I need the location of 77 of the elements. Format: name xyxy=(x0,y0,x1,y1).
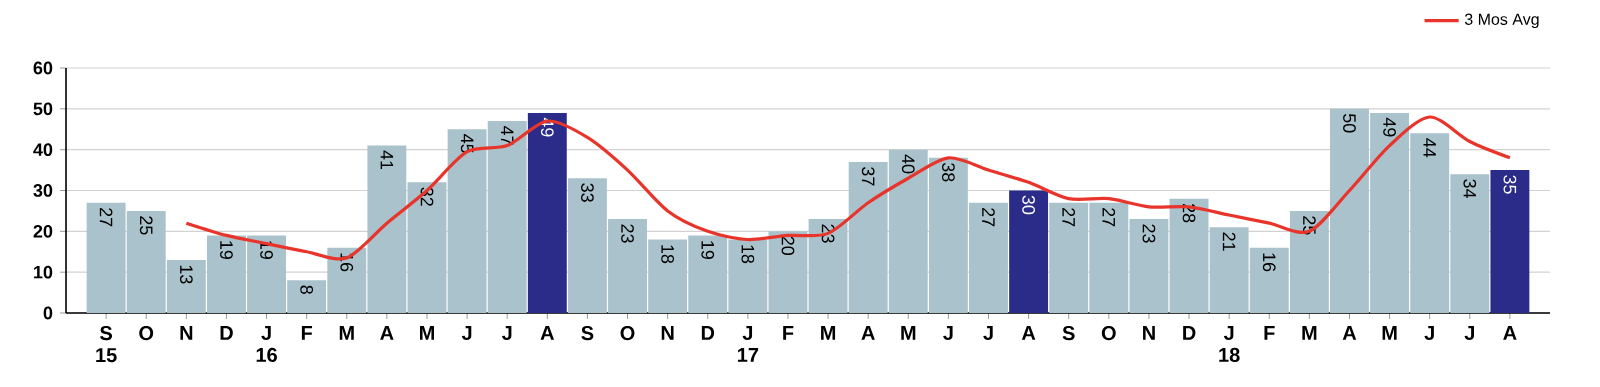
data-label: 35 xyxy=(1503,175,1517,194)
x-tick-label: A xyxy=(540,326,555,340)
data-label: 41 xyxy=(380,150,394,170)
x-tick-label: M xyxy=(1382,326,1397,340)
x-tick-label: O xyxy=(620,326,635,341)
y-tick-label: 20 xyxy=(33,224,53,238)
data-label: 13 xyxy=(179,265,193,284)
data-label: 16 xyxy=(1262,253,1276,272)
bar xyxy=(1169,198,1209,313)
x-tick-label: J xyxy=(1464,326,1474,341)
x-tick-label: S xyxy=(581,326,594,341)
data-label: 23 xyxy=(1142,224,1156,243)
x-tick-label: M xyxy=(901,326,916,340)
data-label: 19 xyxy=(220,241,233,259)
data-label: 25 xyxy=(139,216,153,235)
x-tick-label: D xyxy=(1183,326,1196,340)
x-tick-label: M xyxy=(821,326,836,340)
bar xyxy=(527,112,567,313)
x-tick-label: A xyxy=(861,326,875,340)
data-label: 27 xyxy=(982,208,995,227)
x-tick-label: N xyxy=(1143,326,1155,340)
y-tick-label: 30 xyxy=(33,184,53,197)
x-tick-label: N xyxy=(180,326,193,340)
data-label: 30 xyxy=(1022,195,1035,215)
x-tick-label: A xyxy=(1503,326,1517,340)
data-label: 49 xyxy=(1383,117,1396,137)
x-tick-label: D xyxy=(220,326,233,340)
x-tick-label: A xyxy=(1342,326,1357,340)
data-label: 34 xyxy=(1463,179,1477,199)
data-label: 33 xyxy=(581,183,594,202)
x-tick-label: J xyxy=(461,326,472,341)
x-tick-label: S xyxy=(1062,326,1075,341)
data-label: 8 xyxy=(300,285,314,294)
y-tick-label: 50 xyxy=(33,102,53,116)
x-tick-label: J 17 xyxy=(737,326,759,362)
x-tick-label: J 18 xyxy=(1219,326,1240,363)
y-tick-label: 60 xyxy=(33,61,53,75)
x-tick-label: A xyxy=(380,326,394,340)
data-label: 44 xyxy=(1423,138,1436,158)
data-label: 37 xyxy=(861,167,875,186)
data-label: 18 xyxy=(741,245,755,264)
x-tick-label: M xyxy=(1302,326,1317,340)
data-label: 50 xyxy=(1343,113,1356,133)
data-label: 38 xyxy=(942,162,955,182)
x-tick-label: J xyxy=(983,326,993,341)
data-label: 27 xyxy=(1062,208,1076,227)
x-tick-label: F xyxy=(301,326,313,340)
data-label: 21 xyxy=(1222,232,1236,251)
x-tick-label: M xyxy=(420,326,434,340)
x-tick-label: A xyxy=(1021,326,1036,340)
y-tick-label: 40 xyxy=(33,143,53,157)
y-tick-label: 0 xyxy=(43,306,53,320)
x-tick-label: F xyxy=(783,326,794,340)
data-label: 40 xyxy=(901,154,915,174)
data-label: 27 xyxy=(1102,208,1116,227)
legend-label: 3 Mos Avg xyxy=(1464,13,1539,29)
x-tick-label: S 15 xyxy=(96,326,117,363)
bar xyxy=(768,231,808,313)
bar xyxy=(407,182,447,313)
x-tick-label: M xyxy=(339,326,354,340)
x-tick-label: O xyxy=(1101,326,1116,341)
x-tick-label: O xyxy=(139,326,154,341)
x-tick-label: J 16 xyxy=(256,326,277,363)
x-tick-label: J xyxy=(1424,326,1434,341)
bar xyxy=(1009,190,1049,313)
x-tick-label: J xyxy=(943,326,953,341)
x-tick-label: F xyxy=(1264,326,1275,340)
x-tick-label: J xyxy=(501,326,512,341)
x-tick-label: N xyxy=(661,326,674,340)
data-label: 19 xyxy=(701,241,715,259)
data-label: 18 xyxy=(661,245,675,264)
data-label: 27 xyxy=(99,208,113,227)
data-label: 20 xyxy=(781,236,795,256)
y-tick-label: 10 xyxy=(34,265,53,279)
bar xyxy=(1490,170,1530,313)
data-label: 23 xyxy=(621,224,634,243)
x-tick-label: D xyxy=(701,326,715,340)
